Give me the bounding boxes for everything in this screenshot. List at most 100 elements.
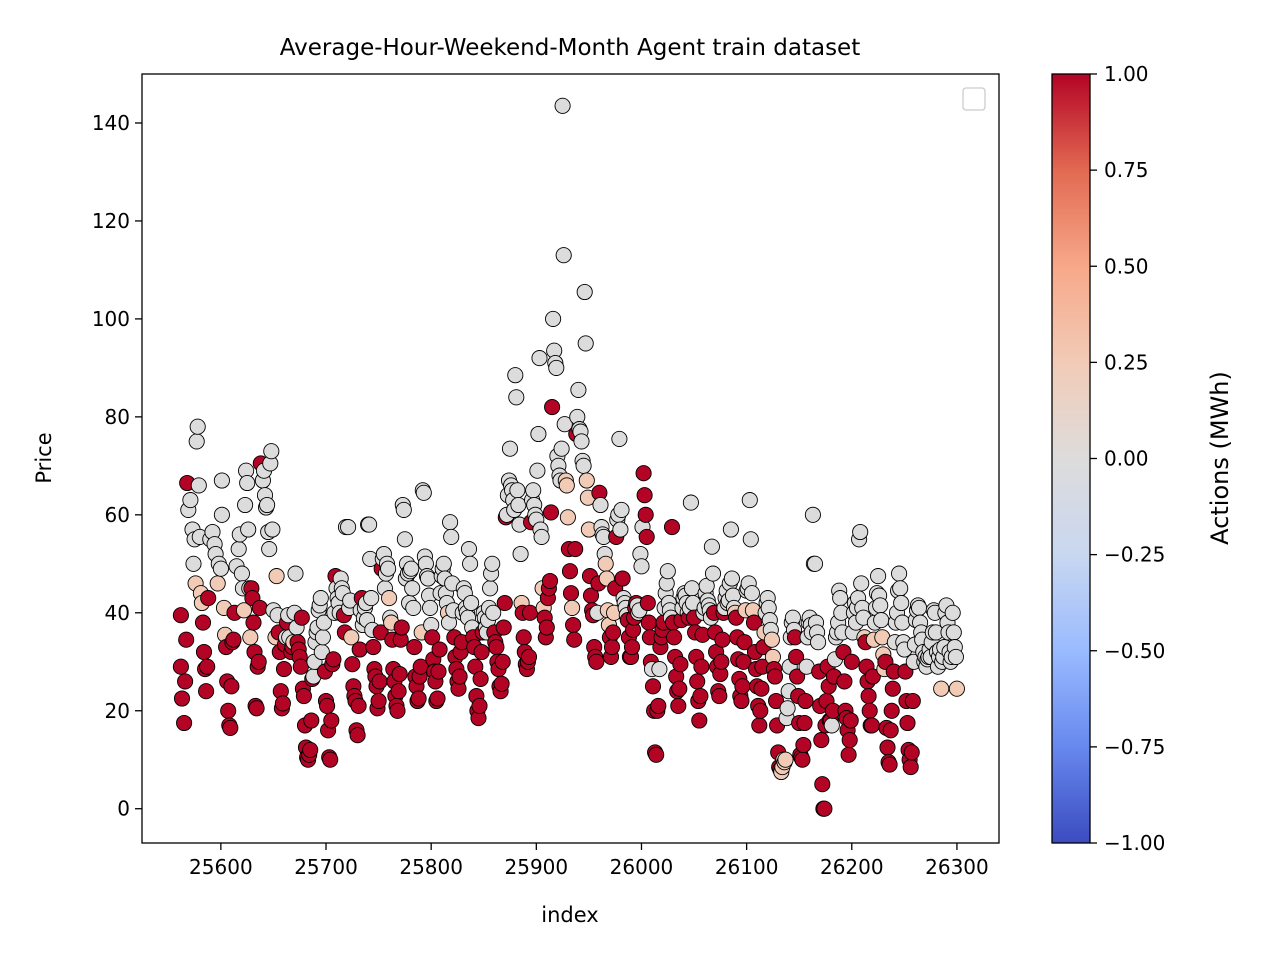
colorbar-label: Actions (MWh)	[1206, 371, 1234, 545]
data-point	[714, 631, 731, 648]
data-point	[248, 700, 265, 717]
data-point	[578, 472, 595, 489]
data-point	[672, 656, 689, 673]
data-point	[795, 736, 812, 754]
data-point	[263, 443, 280, 460]
y-tick-label: 100	[92, 307, 130, 331]
data-point	[794, 751, 811, 768]
data-point	[431, 641, 448, 658]
data-point	[443, 528, 460, 545]
data-point	[723, 570, 740, 587]
x-tick-label: 26200	[820, 855, 884, 879]
data-point	[864, 668, 881, 685]
data-point	[496, 594, 513, 612]
colorbar-tick-label: −0.75	[1104, 735, 1165, 759]
data-point	[190, 477, 207, 494]
data-point	[558, 477, 575, 494]
data-point	[903, 744, 920, 761]
data-point	[611, 430, 628, 447]
data-point	[213, 506, 230, 523]
data-point	[293, 609, 310, 626]
data-point	[198, 683, 215, 700]
data-point	[435, 555, 452, 572]
data-point	[691, 712, 708, 729]
data-point	[743, 585, 760, 602]
data-point	[683, 580, 701, 597]
data-point	[541, 572, 559, 590]
data-point	[894, 614, 911, 631]
data-point	[195, 643, 213, 661]
data-point	[548, 359, 565, 376]
data-point	[250, 653, 267, 670]
data-point	[879, 739, 896, 756]
data-point	[663, 519, 681, 536]
x-tick-label: 25800	[399, 855, 463, 879]
scatter-points	[172, 97, 965, 817]
data-point	[259, 496, 276, 514]
data-point	[390, 683, 407, 700]
data-point	[613, 501, 630, 518]
data-point	[237, 496, 254, 514]
data-point	[460, 541, 478, 558]
data-point	[315, 614, 332, 631]
data-point	[380, 560, 397, 577]
data-point	[361, 516, 378, 533]
data-point	[911, 599, 928, 616]
data-point	[405, 599, 422, 616]
data-point	[395, 501, 412, 518]
y-tick-label: 80	[105, 405, 130, 429]
data-point	[870, 568, 887, 585]
colorbar-tick-label: −1.00	[1104, 831, 1165, 855]
data-point	[751, 717, 768, 734]
data-point	[319, 697, 336, 714]
data-point	[544, 399, 561, 416]
data-point	[242, 629, 259, 646]
data-point	[302, 741, 319, 758]
data-point	[555, 247, 572, 264]
data-point	[872, 597, 889, 614]
data-point	[651, 661, 668, 678]
data-point	[553, 440, 570, 457]
data-point	[424, 629, 441, 646]
data-point	[512, 545, 529, 563]
data-point	[533, 528, 550, 545]
data-point	[735, 653, 752, 670]
data-point	[576, 283, 593, 301]
data-point	[648, 746, 665, 763]
data-point	[312, 590, 329, 607]
y-tick-label: 40	[105, 601, 130, 625]
data-point	[564, 599, 581, 616]
data-point	[287, 565, 304, 582]
data-point	[393, 619, 410, 636]
data-point	[422, 599, 439, 616]
y-tick-label: 140	[92, 111, 130, 135]
data-point	[389, 702, 406, 719]
data-point	[520, 648, 538, 665]
data-point	[295, 688, 312, 705]
data-point	[933, 680, 950, 697]
data-point	[566, 631, 583, 648]
colorbar-tick-label: 0.00	[1104, 447, 1149, 471]
data-point	[902, 759, 919, 776]
data-point	[494, 653, 511, 670]
data-point	[292, 658, 309, 675]
data-point	[892, 580, 909, 597]
data-point	[530, 425, 547, 443]
data-point	[213, 472, 230, 489]
data-point	[733, 692, 750, 710]
data-point	[200, 590, 217, 607]
data-point	[559, 509, 576, 526]
data-point	[670, 697, 687, 714]
x-axis-label: index	[541, 903, 598, 927]
data-point	[525, 482, 542, 499]
x-tick-label: 25600	[189, 855, 253, 879]
data-point	[365, 639, 382, 656]
data-point	[639, 594, 656, 612]
data-point	[899, 714, 916, 732]
data-point	[841, 732, 858, 749]
data-point	[325, 651, 342, 668]
data-point	[860, 688, 877, 705]
data-point	[442, 514, 459, 531]
data-point	[605, 624, 622, 641]
